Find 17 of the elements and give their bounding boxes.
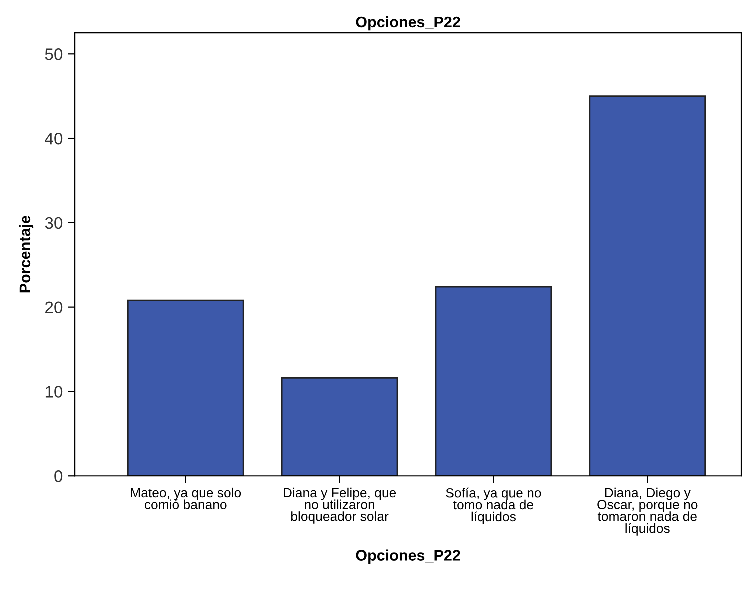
- bar: [127, 300, 244, 476]
- y-tick-label: 0: [54, 470, 63, 482]
- x-tick-label: Mateo, ya que solo comió banano: [131, 488, 242, 510]
- bar: [435, 286, 552, 476]
- x-tick-label: Sofía, ya que no tomo nada de líquidos: [446, 488, 542, 524]
- x-tick-label: Diana y Felipe, que no utilizaron bloqueador solar: [284, 488, 396, 524]
- chart-title: Opciones_P22: [356, 16, 460, 31]
- bar: [589, 96, 706, 476]
- y-tick-label: 30: [45, 217, 63, 230]
- y-tick-label: 50: [45, 48, 63, 60]
- y-tick-label: 20: [46, 302, 63, 314]
- y-tick-label: 40: [45, 132, 63, 145]
- y-axis-title: Porcentaje: [19, 216, 34, 293]
- bar: [281, 378, 398, 476]
- x-axis-title: Opciones_P22: [356, 550, 460, 564]
- x-tick-label: Diana, Diego y Oscar, porque no tomaron nada de líquidos: [598, 488, 698, 536]
- y-tick-label: 10: [46, 386, 63, 398]
